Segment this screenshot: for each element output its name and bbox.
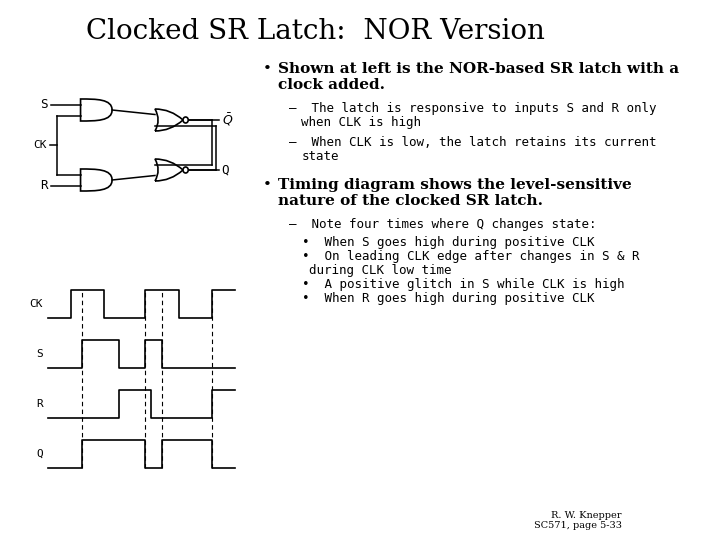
Text: R. W. Knepper
SC571, page 5-33: R. W. Knepper SC571, page 5-33 [534, 511, 621, 530]
Text: –  The latch is responsive to inputs S and R only: – The latch is responsive to inputs S an… [289, 102, 657, 115]
Text: R: R [36, 399, 43, 409]
Text: Timing diagram shows the level-sensitive: Timing diagram shows the level-sensitive [279, 178, 632, 192]
Text: •  A positive glitch in S while CLK is high: • A positive glitch in S while CLK is hi… [302, 278, 624, 291]
Text: –  When CLK is low, the latch retains its current: – When CLK is low, the latch retains its… [289, 136, 657, 149]
Text: •: • [263, 178, 271, 192]
Text: S: S [40, 98, 48, 111]
Text: CK: CK [33, 140, 46, 150]
PathPatch shape [81, 99, 112, 121]
Text: state: state [301, 150, 338, 163]
Text: $\bar{Q}$: $\bar{Q}$ [222, 112, 233, 129]
Text: Clocked SR Latch:  NOR Version: Clocked SR Latch: NOR Version [86, 18, 544, 45]
Text: clock added.: clock added. [279, 78, 385, 92]
Text: –  Note four times where Q changes state:: – Note four times where Q changes state: [289, 218, 596, 231]
Text: during CLK low time: during CLK low time [309, 264, 451, 277]
Text: •  When S goes high during positive CLK: • When S goes high during positive CLK [302, 236, 595, 249]
Text: Shown at left is the NOR-based SR latch with a: Shown at left is the NOR-based SR latch … [279, 62, 680, 76]
Text: S: S [36, 349, 43, 359]
Circle shape [183, 167, 188, 173]
Text: when CLK is high: when CLK is high [301, 116, 421, 129]
Text: •  On leading CLK edge after changes in S & R: • On leading CLK edge after changes in S… [302, 250, 639, 263]
Text: Q: Q [222, 164, 229, 177]
PathPatch shape [155, 109, 183, 131]
Circle shape [183, 117, 188, 123]
Text: nature of the clocked SR latch.: nature of the clocked SR latch. [279, 194, 544, 208]
Text: •  When R goes high during positive CLK: • When R goes high during positive CLK [302, 292, 595, 305]
Text: Q: Q [36, 449, 43, 459]
PathPatch shape [155, 159, 183, 181]
Text: R: R [40, 179, 48, 192]
PathPatch shape [81, 169, 112, 191]
Text: CK: CK [30, 299, 43, 309]
Text: •: • [263, 62, 271, 76]
